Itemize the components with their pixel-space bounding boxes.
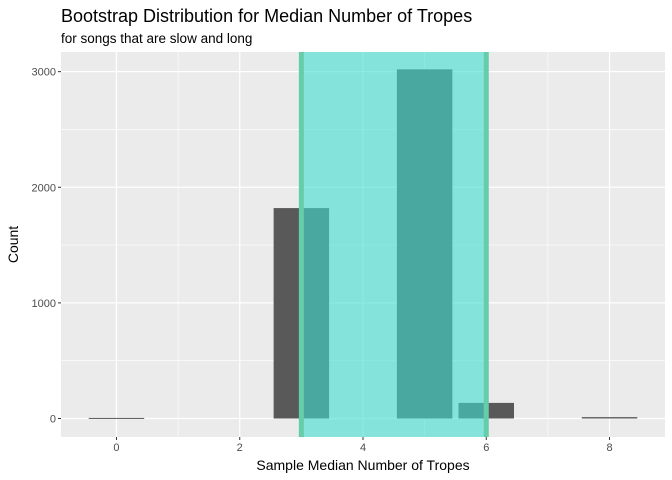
ci-shade (301, 52, 487, 437)
bar (581, 417, 638, 419)
confidence-interval (298, 52, 489, 437)
x-axis-ticks: 0 2 4 6 8 (113, 437, 613, 454)
bar (88, 417, 145, 419)
y-tick-label: 3000 (32, 67, 56, 79)
chart-title: Bootstrap Distribution for Median Number… (61, 6, 473, 26)
x-axis-title: Sample Median Number of Tropes (256, 457, 469, 473)
x-tick-label: 8 (606, 442, 612, 454)
y-tick-label: 0 (50, 414, 56, 426)
y-tick-label: 1000 (32, 298, 56, 310)
chart-subtitle: for songs that are slow and long (61, 31, 253, 46)
y-axis-title: Count (5, 226, 21, 263)
y-tick-label: 2000 (32, 182, 56, 194)
x-tick-label: 2 (237, 442, 243, 454)
y-axis-ticks: 0 1000 2000 3000 (32, 67, 61, 426)
x-tick-label: 6 (483, 442, 489, 454)
x-tick-label: 4 (360, 442, 366, 454)
x-tick-label: 0 (113, 442, 119, 454)
